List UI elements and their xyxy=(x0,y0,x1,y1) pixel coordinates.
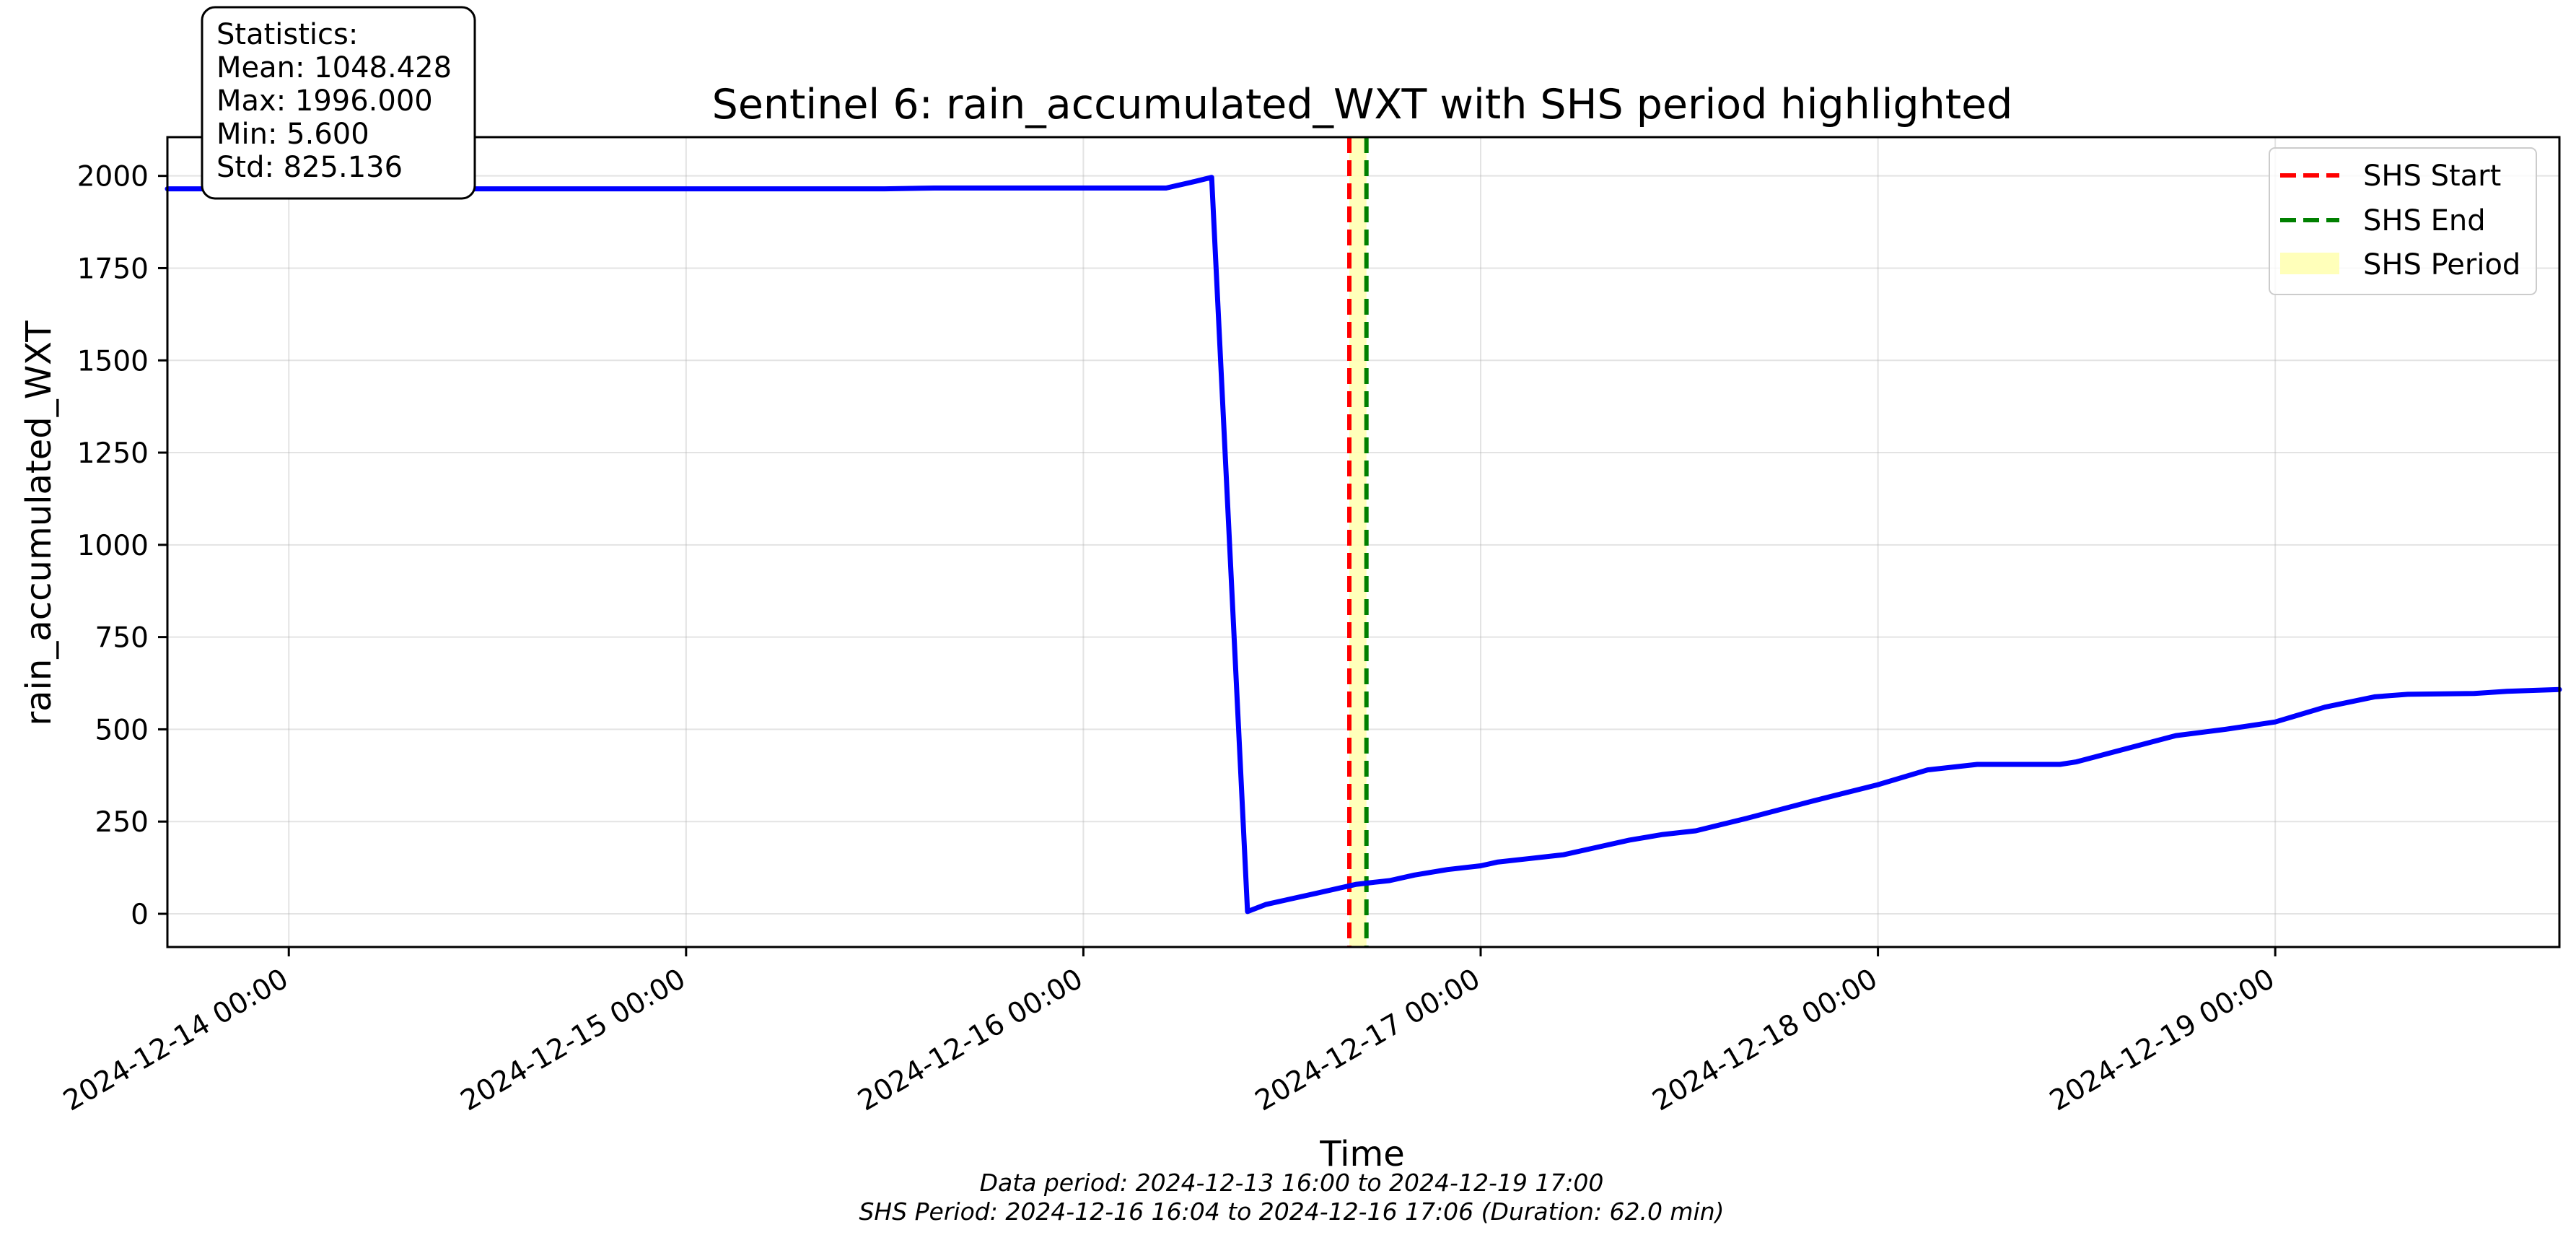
x-axis-label: Time xyxy=(1319,1134,1404,1174)
y-axis-label: rain_accumulated_WXT xyxy=(19,320,59,726)
statistics-heading: Statistics: xyxy=(216,18,358,51)
series-line-0 xyxy=(165,175,2562,915)
plot-frame xyxy=(166,136,2561,948)
chart-title: Sentinel 6: rain_accumulated_WXT with SH… xyxy=(712,81,2013,128)
statistics-min: Min: 5.600 xyxy=(216,118,369,151)
y-tick-label: 1500 xyxy=(77,345,149,378)
legend-label-shs-start: SHS Start xyxy=(2363,160,2501,193)
shs-period xyxy=(1347,137,1369,947)
y-tick-label: 250 xyxy=(95,806,149,839)
legend-label-shs-period: SHS Period xyxy=(2363,248,2520,282)
y-tick-label: 750 xyxy=(95,622,149,655)
y-tick-label: 500 xyxy=(95,714,149,746)
y-tick-label: 1000 xyxy=(77,530,149,562)
footnote-shs-period: SHS Period: 2024-12-16 16:04 to 2024-12-… xyxy=(859,1197,1724,1226)
statistics-box: Statistics: Mean: 1048.428 Max: 1996.000… xyxy=(201,6,476,200)
y-tick-label: 2000 xyxy=(77,161,149,193)
statistics-mean: Mean: 1048.428 xyxy=(216,51,452,84)
series-layer xyxy=(165,175,2562,915)
shs-period-band xyxy=(1349,137,1367,947)
statistics-max: Max: 1996.000 xyxy=(216,84,433,118)
y-tick-label: 1750 xyxy=(77,253,149,285)
legend: SHS Start SHS End SHS Period xyxy=(2269,147,2537,295)
y-tick-label: 0 xyxy=(131,899,149,931)
y-tick-label: 1250 xyxy=(77,437,149,470)
legend-swatch-shs-period xyxy=(2280,253,2339,274)
statistics-box-frame xyxy=(201,6,476,200)
legend-label-shs-end: SHS End xyxy=(2363,204,2486,237)
statistics-std: Std: 825.136 xyxy=(216,151,403,184)
footnote-data-period: Data period: 2024-12-13 16:00 to 2024-12… xyxy=(980,1169,1604,1197)
